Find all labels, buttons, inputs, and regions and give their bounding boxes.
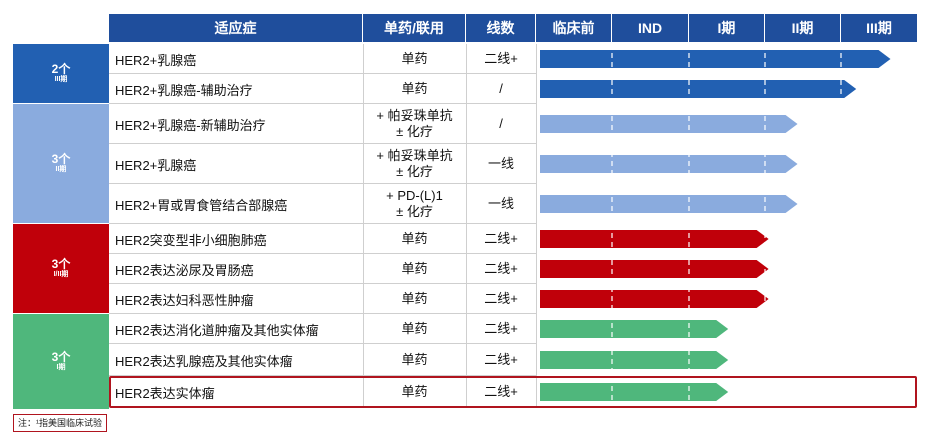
group-phase: I/II期 [53, 271, 69, 278]
header-phase-ind: IND [612, 14, 689, 42]
progress-bar [540, 115, 798, 133]
row-divider [109, 283, 536, 284]
regimen-text: 单药 [401, 321, 428, 336]
progress-bar [540, 230, 769, 248]
regimen-text: ± 化疗 [396, 204, 433, 219]
indication-cell: HER2+乳腺癌 [115, 52, 197, 68]
regimen-text: 单药 [401, 261, 428, 276]
indication-cell: HER2突变型非小细胞肺癌 [115, 232, 267, 248]
regimen-text: ± 化疗 [396, 164, 433, 179]
row-divider [109, 313, 536, 314]
row-divider [109, 223, 536, 224]
group-phase1: 3个 I期 [13, 314, 109, 409]
regimen-cell: 单药 [363, 224, 466, 254]
group-phase1-2: 3个 I/II期 [13, 224, 109, 313]
regimen-cell: 单药 [363, 284, 466, 314]
progress-bar [540, 50, 891, 68]
regimen-text: 单药 [401, 231, 428, 246]
indication-cell: HER2表达消化道肿瘤及其他实体瘤 [115, 322, 319, 338]
regimen-cell: 单药 [363, 376, 466, 408]
row-divider [109, 73, 536, 74]
line-cell: 二线+ [484, 384, 518, 399]
highlight-box [109, 376, 917, 408]
row-divider [109, 143, 536, 144]
group-count: 3个 [51, 152, 71, 166]
line-cell: / [499, 81, 503, 96]
line-cell: 二线+ [484, 51, 518, 66]
group-count: 3个 [51, 350, 71, 364]
progress-bar [540, 195, 798, 213]
regimen-text: 单药 [401, 384, 428, 399]
indication-cell: HER2表达妇科恶性肿瘤 [115, 292, 254, 308]
indication-cell: HER2+乳腺癌-辅助治疗 [115, 82, 253, 98]
regimen-cell: 单药 [363, 74, 466, 104]
header-line: 线数 [466, 14, 536, 42]
row-divider [109, 103, 536, 104]
row-divider [109, 343, 536, 344]
group-phase3: 2个 III期 [13, 44, 109, 103]
regimen-cell: + 帕妥珠单抗 ± 化疗 [363, 144, 466, 184]
group-count: 3个 [51, 257, 71, 271]
progress-bar [540, 320, 729, 338]
regimen-cell: + 帕妥珠单抗 ± 化疗 [363, 104, 466, 144]
progress-bar [540, 290, 769, 308]
column-divider [363, 44, 364, 408]
group-phase: III期 [54, 76, 68, 83]
header-phase-1: I期 [689, 14, 765, 42]
header-phase-3: III期 [841, 14, 917, 42]
regimen-cell: 单药 [363, 254, 466, 284]
indication-cell: HER2表达实体瘤 [115, 385, 215, 401]
header-regimen: 单药/联用 [363, 14, 466, 42]
line-cell: 一线 [487, 156, 514, 171]
row-divider [109, 183, 536, 184]
indication-cell: HER2表达泌尿及胃肠癌 [115, 262, 254, 278]
header-phase-preclinical: 临床前 [536, 14, 612, 42]
line-cell: 二线+ [484, 352, 518, 367]
progress-bar [540, 80, 857, 98]
indication-cell: HER2+乳腺癌 [115, 157, 197, 173]
progress-bar [540, 260, 769, 278]
regimen-text: + PD-(L)1 [386, 188, 443, 203]
regimen-text: 单药 [401, 51, 428, 66]
regimen-text: ± 化疗 [396, 124, 433, 139]
group-phase2: 3个 II期 [13, 104, 109, 223]
row-divider [109, 253, 536, 254]
line-cell: 二线+ [484, 231, 518, 246]
group-phase: II期 [55, 166, 67, 173]
progress-bar [540, 155, 798, 173]
group-phase: I期 [56, 364, 66, 371]
line-cell: 一线 [487, 196, 514, 211]
regimen-cell: 单药 [363, 344, 466, 376]
header-indication: 适应症 [109, 14, 363, 42]
indication-cell: HER2+乳腺癌-新辅助治疗 [115, 117, 266, 133]
regimen-text: + 帕妥珠单抗 [376, 148, 453, 163]
column-divider [466, 44, 467, 408]
column-divider [536, 44, 537, 408]
regimen-text: 单药 [401, 352, 428, 367]
progress-bar [540, 351, 729, 369]
line-cell: 二线+ [484, 291, 518, 306]
line-cell: / [499, 116, 503, 131]
regimen-cell: + PD-(L)1 ± 化疗 [363, 184, 466, 224]
regimen-text: + 帕妥珠单抗 [376, 108, 453, 123]
group-count: 2个 [51, 62, 71, 76]
footnote: 注：¹指美国临床试验 [13, 414, 107, 432]
line-cell: 二线+ [484, 321, 518, 336]
indication-cell: HER2+胃或胃食管结合部腺癌 [115, 197, 288, 213]
regimen-cell: 单药 [363, 314, 466, 344]
regimen-cell: 单药 [363, 44, 466, 74]
indication-cell: HER2表达乳腺癌及其他实体瘤 [115, 353, 293, 369]
header-phase-2: II期 [765, 14, 841, 42]
row-divider [109, 375, 536, 376]
regimen-text: 单药 [401, 81, 428, 96]
regimen-text: 单药 [401, 291, 428, 306]
progress-bar [540, 383, 729, 401]
line-cell: 二线+ [484, 261, 518, 276]
